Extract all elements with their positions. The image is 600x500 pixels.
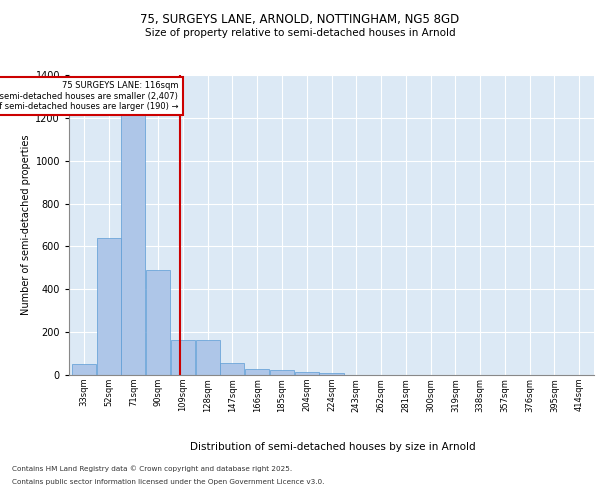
Text: Size of property relative to semi-detached houses in Arnold: Size of property relative to semi-detach…	[145, 28, 455, 38]
Text: Distribution of semi-detached houses by size in Arnold: Distribution of semi-detached houses by …	[190, 442, 476, 452]
Bar	[121, 106, 145, 375]
Bar	[97, 238, 121, 375]
Bar	[270, 370, 294, 375]
Text: Contains HM Land Registry data © Crown copyright and database right 2025.: Contains HM Land Registry data © Crown c…	[12, 466, 292, 472]
Bar	[72, 364, 96, 375]
Text: 75, SURGEYS LANE, ARNOLD, NOTTINGHAM, NG5 8GD: 75, SURGEYS LANE, ARNOLD, NOTTINGHAM, NG…	[140, 12, 460, 26]
Bar	[245, 368, 269, 375]
Text: 75 SURGEYS LANE: 116sqm
← 93% of semi-detached houses are smaller (2,407)
7% of : 75 SURGEYS LANE: 116sqm ← 93% of semi-de…	[0, 82, 178, 111]
Y-axis label: Number of semi-detached properties: Number of semi-detached properties	[21, 134, 31, 316]
Bar	[295, 372, 319, 375]
Text: Contains public sector information licensed under the Open Government Licence v3: Contains public sector information licen…	[12, 479, 325, 485]
Bar	[171, 340, 195, 375]
Bar	[319, 374, 344, 375]
Bar	[196, 340, 220, 375]
Bar	[146, 270, 170, 375]
Bar	[220, 363, 244, 375]
